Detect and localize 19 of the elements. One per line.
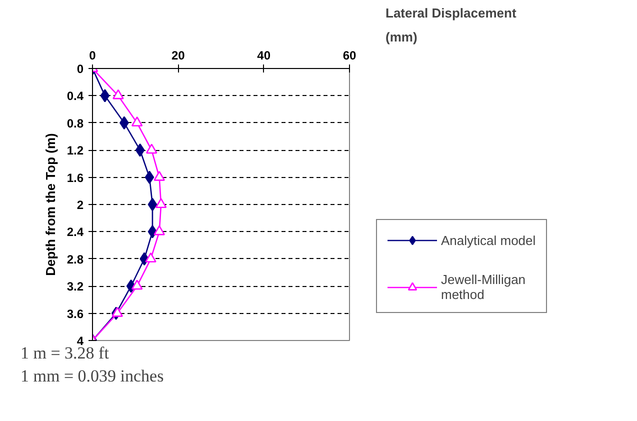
x-tick-label: 20 xyxy=(171,48,186,62)
y-tick-label: 1.2 xyxy=(66,144,84,158)
x-tick-label: 40 xyxy=(257,48,271,62)
y-tick-label: 2.8 xyxy=(66,252,84,266)
x-tick-label: 0 xyxy=(89,48,96,62)
y-tick-label: 3.2 xyxy=(66,280,84,294)
y-axis-title: Depth from the Top (m) xyxy=(42,133,58,276)
y-tick-label: 2 xyxy=(76,198,84,212)
y-tick-label: 0.4 xyxy=(66,89,84,104)
legend-label: Analytical model xyxy=(441,232,536,248)
y-tick-label: 0.8 xyxy=(66,116,84,130)
text: 1 mm = 0.039 inches xyxy=(20,366,164,386)
x-tick-label: 60 xyxy=(342,48,356,62)
y-tick-label: 0 xyxy=(76,62,84,76)
y-tick-label: 1.6 xyxy=(66,170,84,185)
y-tick-label: 2.4 xyxy=(66,225,84,240)
legend-label: Jewell-Milligan method xyxy=(441,272,526,302)
y-tick-label: 3.6 xyxy=(66,306,84,321)
x-axis-title: Lateral Displacement (mm) xyxy=(386,6,517,44)
